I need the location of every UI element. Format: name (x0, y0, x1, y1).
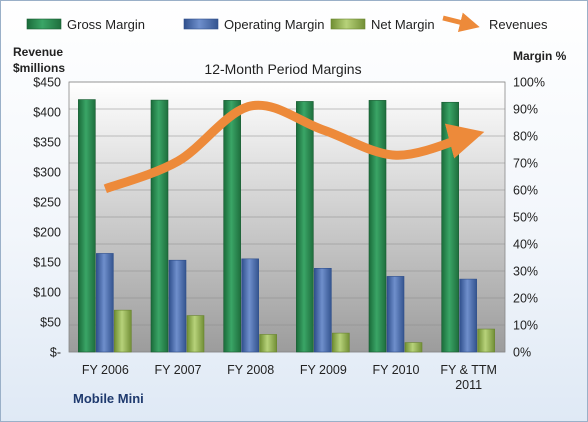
x-tick-label: FY 2009 (300, 363, 347, 377)
operating-margin-bar (241, 258, 259, 353)
legend-swatch-operating-margin (183, 18, 219, 30)
right-tick-label: 60% (513, 184, 538, 198)
right-tick-label: 20% (513, 292, 538, 306)
legend-label-revenues: Revenues (489, 17, 548, 32)
left-tick-label: $450 (33, 76, 61, 90)
net-margin-bar (477, 328, 495, 353)
right-tick-label: 100% (513, 76, 545, 90)
left-tick-label: $- (50, 346, 61, 360)
left-tick-label: $200 (33, 226, 61, 240)
net-margin-bar (332, 332, 350, 353)
right-tick-label: 80% (513, 130, 538, 144)
revenue-line (103, 100, 485, 194)
right-tick-label: 90% (513, 103, 538, 117)
gross-margin-bar (150, 99, 169, 353)
x-axis-labels: FY 2006 FY 2007 FY 2008 FY 2009 FY 2010 FY & … (82, 363, 497, 392)
revenues-line (103, 100, 485, 194)
left-tick-label: $150 (33, 256, 61, 270)
operating-margin-bar (386, 276, 405, 353)
right-axis-title: Margin % (513, 49, 567, 63)
bars (78, 99, 495, 353)
left-tick-label: $400 (33, 106, 61, 120)
gross-margin-bar (223, 100, 241, 353)
right-tick-label: 70% (513, 157, 538, 171)
left-tick-label: $300 (33, 166, 61, 180)
left-tick-label: $100 (33, 286, 61, 300)
operating-margin-bar (96, 253, 114, 353)
legend-swatch-gross-margin (26, 18, 62, 30)
left-axis-title-line1: Revenue (13, 45, 63, 59)
x-tick-label: FY 2008 (227, 363, 274, 377)
legend-label-gross-margin: Gross Margin (67, 17, 145, 32)
x-tick-label: FY 2010 (372, 363, 419, 377)
net-margin-bar (186, 315, 205, 353)
operating-margin-bar (459, 278, 477, 353)
right-axis-ticks: 0% 10% 20% 30% 40% 50% 60% 70% 80% 90% 100% (513, 76, 545, 360)
right-tick-label: 50% (513, 211, 538, 225)
chart-title: 12-Month Period Margins (204, 61, 361, 77)
x-tick-label: 2011 (455, 378, 482, 392)
net-margin-bar (404, 342, 423, 353)
net-margin-bar (259, 334, 277, 353)
right-tick-label: 0% (513, 346, 531, 360)
legend-label-net-margin: Net Margin (371, 17, 435, 32)
legend-swatch-net-margin (330, 18, 366, 30)
left-tick-label: $250 (33, 196, 61, 210)
net-margin-bar (114, 309, 132, 353)
gross-margin-bar (368, 100, 387, 353)
operating-margin-bar (314, 267, 332, 353)
right-tick-label: 30% (513, 265, 538, 279)
gross-margin-bar (441, 101, 459, 353)
gross-margin-bar (296, 101, 314, 353)
right-tick-label: 10% (513, 319, 538, 333)
left-tick-label: $50 (40, 316, 61, 330)
left-tick-label: $350 (33, 136, 61, 150)
legend-arrow-revenues (442, 12, 480, 33)
left-axis-title-line2: $millions (13, 61, 65, 75)
x-tick-label: FY 2007 (154, 363, 201, 377)
operating-margin-bar (168, 259, 187, 353)
left-axis-ticks: $- $50 $100 $150 $200 $250 $300 $350 $400 $450 (33, 76, 61, 360)
legend-label-operating-margin: Operating Margin (224, 17, 324, 32)
legend: Gross Margin Operating Margin Net Margin… (26, 12, 548, 33)
right-tick-label: 40% (513, 238, 538, 252)
company-name: Mobile Mini (73, 391, 144, 406)
x-tick-label: FY & TTM (440, 363, 497, 377)
x-tick-label: FY 2006 (82, 363, 129, 377)
gross-margin-bar (78, 99, 96, 353)
